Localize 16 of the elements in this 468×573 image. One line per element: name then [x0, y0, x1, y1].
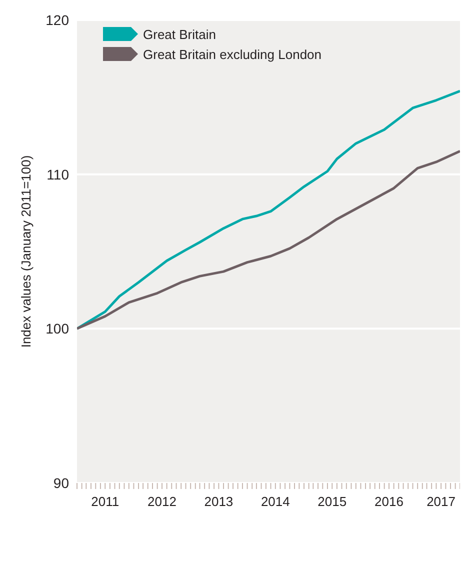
legend-label: Great Britain [143, 26, 216, 42]
x-tick-label: 2011 [91, 494, 120, 510]
y-axis-title: Index values (January 2011=100) [18, 155, 34, 348]
y-tick-label: 90 [53, 474, 70, 491]
legend-label: Great Britain excluding London [143, 46, 322, 62]
y-tick-label: 100 [46, 320, 70, 337]
x-tick-label: 2013 [204, 494, 234, 510]
x-tick-label: 2014 [260, 494, 290, 510]
line-series [77, 150, 460, 330]
y-tick-label: 110 [46, 166, 70, 182]
y-tick-label: 120 [46, 12, 70, 28]
x-tick-label: 2012 [148, 494, 176, 510]
x-tick-label: 2017 [426, 494, 456, 510]
x-tick-label: 2016 [374, 494, 404, 510]
x-tick-label: 2015 [318, 494, 347, 510]
line-series [77, 90, 460, 330]
